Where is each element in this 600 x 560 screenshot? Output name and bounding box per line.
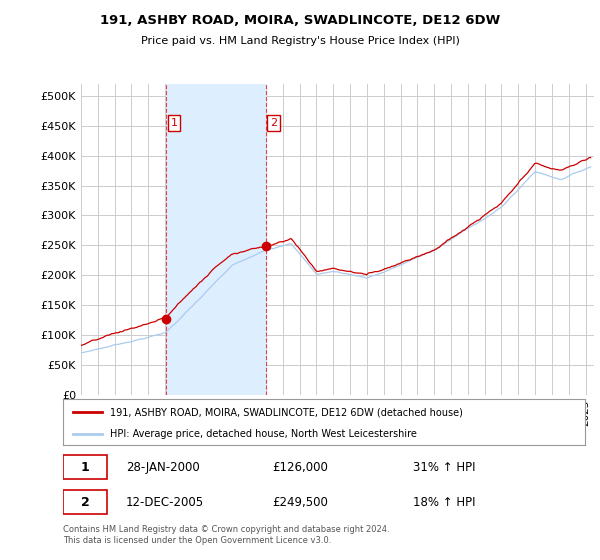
Text: 191, ASHBY ROAD, MOIRA, SWADLINCOTE, DE12 6DW: 191, ASHBY ROAD, MOIRA, SWADLINCOTE, DE1…	[100, 14, 500, 27]
Text: Contains HM Land Registry data © Crown copyright and database right 2024.
This d: Contains HM Land Registry data © Crown c…	[63, 525, 389, 545]
Text: 191, ASHBY ROAD, MOIRA, SWADLINCOTE, DE12 6DW (detached house): 191, ASHBY ROAD, MOIRA, SWADLINCOTE, DE1…	[110, 407, 463, 417]
Text: 31% ↑ HPI: 31% ↑ HPI	[413, 461, 475, 474]
Text: 2: 2	[81, 496, 89, 508]
Text: £249,500: £249,500	[272, 496, 328, 508]
Text: HPI: Average price, detached house, North West Leicestershire: HPI: Average price, detached house, Nort…	[110, 429, 417, 438]
Text: 1: 1	[170, 118, 178, 128]
Text: 18% ↑ HPI: 18% ↑ HPI	[413, 496, 475, 508]
Text: 2: 2	[270, 118, 277, 128]
Text: £126,000: £126,000	[272, 461, 328, 474]
FancyBboxPatch shape	[63, 491, 107, 514]
Text: 12-DEC-2005: 12-DEC-2005	[125, 496, 204, 508]
Bar	[166, 84, 266, 395]
FancyBboxPatch shape	[63, 455, 107, 479]
Text: Price paid vs. HM Land Registry's House Price Index (HPI): Price paid vs. HM Land Registry's House …	[140, 36, 460, 46]
Text: 1: 1	[81, 461, 89, 474]
Text: 28-JAN-2000: 28-JAN-2000	[125, 461, 199, 474]
